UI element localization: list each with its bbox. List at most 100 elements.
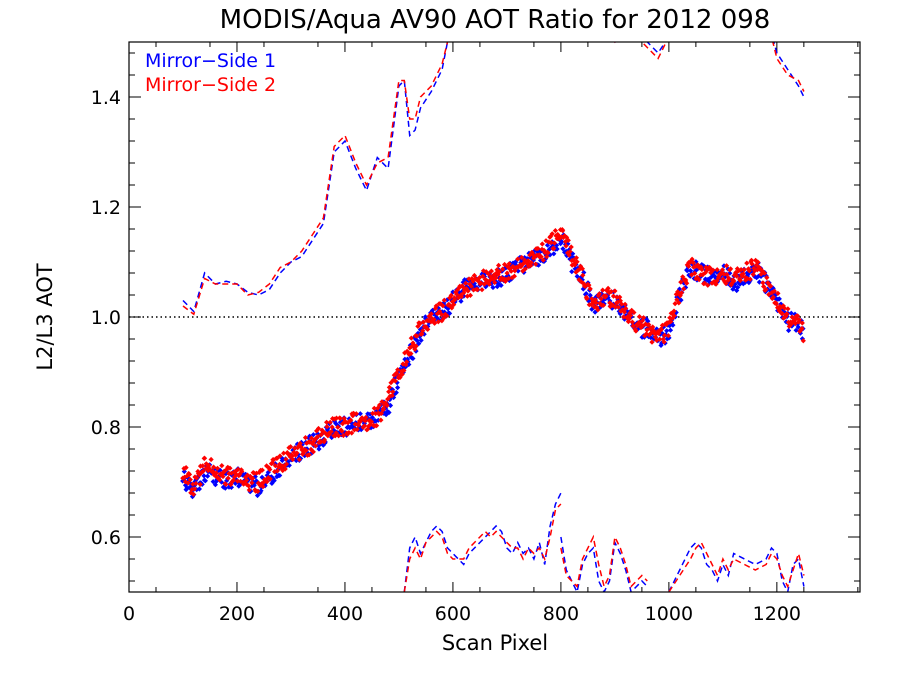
scatter-point	[598, 296, 604, 302]
lower-envelope-line	[403, 503, 562, 592]
scatter-point	[786, 323, 792, 329]
scatter-point	[614, 294, 620, 300]
scatter-point	[346, 430, 352, 436]
scatter-point	[708, 274, 714, 280]
scatter-point	[370, 410, 376, 416]
scatter-point	[412, 336, 418, 342]
scatter-point	[600, 297, 606, 303]
scatter-point	[345, 420, 351, 426]
scatter-point	[219, 463, 225, 469]
scatter-point	[753, 257, 759, 263]
scatter-point	[618, 308, 624, 314]
scatter-point	[333, 415, 340, 421]
scatter-point	[461, 293, 467, 299]
scatter-point	[654, 337, 660, 343]
scatter-point	[687, 268, 694, 274]
scatter-point	[740, 281, 746, 287]
x-tick-label: 0	[123, 603, 135, 625]
scatter-point	[202, 478, 208, 484]
scatter-point	[684, 268, 690, 274]
scatter-point	[478, 280, 484, 286]
scatter-point	[375, 405, 381, 411]
scatter-point	[269, 480, 275, 486]
scatter-point	[639, 318, 646, 324]
scatter-point	[799, 320, 805, 326]
scatter-point	[402, 356, 408, 362]
scatter-point	[441, 297, 447, 303]
scatter-point	[755, 259, 761, 265]
scatter-point	[506, 261, 512, 267]
scatter-point	[723, 280, 729, 287]
scatter-point	[651, 336, 657, 342]
scatter-point	[579, 266, 585, 272]
scatter-point	[325, 433, 331, 439]
scatter-point	[486, 281, 492, 287]
scatter-point	[678, 290, 685, 296]
scatter-point	[636, 319, 642, 325]
scatter-point	[271, 457, 277, 463]
scatter-point	[689, 256, 695, 262]
scatter-point	[710, 271, 716, 277]
scatter-point	[747, 276, 753, 282]
scatter-point	[378, 417, 384, 423]
scatter-point	[626, 316, 632, 322]
scatter-point	[714, 278, 720, 284]
scatter-point	[569, 269, 575, 275]
chart-title: MODIS/Aqua AV90 AOT Ratio for 2012 098	[220, 5, 771, 35]
scatter-point	[528, 260, 534, 266]
scatter-point	[694, 274, 700, 280]
scatter-point	[257, 482, 263, 488]
scatter-point	[403, 362, 409, 368]
scatter-point	[709, 280, 715, 286]
scatter-point	[408, 335, 414, 341]
scatter-point	[504, 270, 510, 276]
scatter-point	[761, 283, 767, 290]
scatter-point	[441, 300, 447, 306]
scatter-point	[633, 328, 639, 334]
scatter-point	[695, 262, 701, 268]
scatter-point	[251, 482, 257, 488]
scatter-point	[704, 267, 710, 273]
scatter-point	[348, 417, 354, 423]
scatter-point	[738, 267, 744, 273]
scatter-point	[760, 280, 766, 286]
scatter-point	[440, 303, 446, 309]
scatter-point	[336, 433, 342, 439]
scatter-point	[587, 292, 593, 298]
scatter-point	[214, 474, 220, 480]
legend-entry-2: Mirror−Side 2	[145, 74, 276, 96]
scatter-point	[233, 471, 239, 477]
scatter-point	[306, 452, 312, 458]
scatter-point	[540, 257, 546, 263]
scatter-point	[676, 291, 682, 297]
scatter-point	[631, 309, 637, 316]
scatter-point	[648, 335, 654, 341]
scatter-point	[536, 252, 542, 258]
scatter-point	[415, 323, 421, 329]
scatter-point	[581, 281, 587, 287]
y-tick-label: 0.8	[91, 417, 121, 439]
scatter-point	[621, 316, 628, 322]
scatter-point	[760, 272, 766, 278]
scatter-point	[314, 428, 320, 434]
scatter-point	[677, 293, 683, 299]
scatter-point	[651, 330, 657, 336]
scatter-point	[619, 301, 625, 307]
scatter-point	[384, 402, 390, 409]
scatter-point	[417, 327, 423, 333]
scatter-point	[185, 475, 191, 481]
scatter-point	[386, 389, 392, 395]
scatter-point	[373, 418, 379, 424]
scatter-point	[461, 290, 467, 296]
scatter-point	[399, 371, 405, 377]
scatter-point	[795, 313, 801, 319]
scatter-point	[668, 319, 674, 325]
scatter-point	[376, 402, 383, 408]
scatter-point	[416, 341, 422, 347]
scatter-point	[502, 261, 508, 268]
scatter-point	[521, 260, 527, 266]
scatter-point	[181, 468, 187, 475]
scatter-point	[549, 231, 555, 237]
scatter-point	[594, 304, 600, 311]
scatter-point	[676, 286, 683, 292]
